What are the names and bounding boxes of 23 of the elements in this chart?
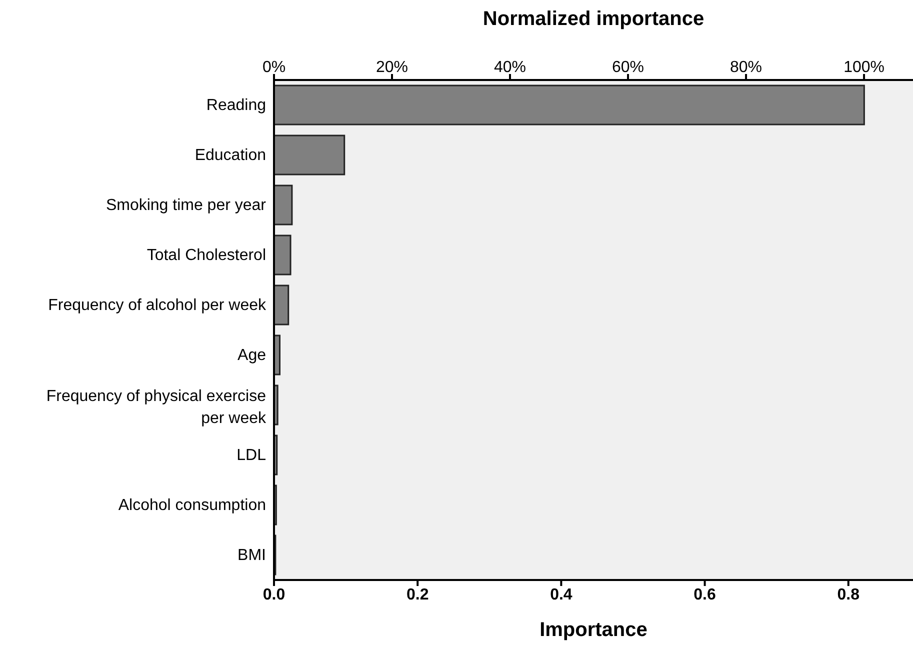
x2-tick-label: 80% bbox=[730, 59, 762, 76]
y-tick-label: Alcohol consumption bbox=[118, 497, 266, 514]
y-tick-label: BMI bbox=[238, 547, 266, 564]
y-tick-label: Frequency of physical exercise per week bbox=[46, 388, 267, 427]
x2-tick-label: 0% bbox=[262, 59, 286, 76]
y-tick-label: Education bbox=[194, 147, 266, 164]
x-tick-label: 0.0 bbox=[262, 586, 286, 604]
y-tick-label: Frequency of alcohol per week bbox=[48, 297, 267, 314]
x2-tick-label: 100% bbox=[844, 59, 884, 76]
x2-tick-label: 40% bbox=[494, 59, 526, 76]
y-tick-label: Smoking time per year bbox=[106, 197, 267, 214]
x-tick-label: 0.6 bbox=[694, 586, 716, 604]
x-tick-label: 0.2 bbox=[406, 586, 429, 604]
y-tick-label: Total Cholesterol bbox=[146, 247, 266, 264]
y-tick-label: Age bbox=[238, 347, 266, 364]
x-tick-label: 0.4 bbox=[550, 586, 572, 604]
x-axis-title: Importance bbox=[540, 619, 648, 641]
y-tick-label: Reading bbox=[206, 97, 266, 114]
y-tick-label: LDL bbox=[236, 447, 266, 464]
x2-tick-label: 20% bbox=[376, 59, 408, 76]
x2-axis-title: Normalized importance bbox=[482, 8, 706, 31]
x2-tick-label: 60% bbox=[612, 59, 644, 76]
x-tick-label: 0.8 bbox=[837, 586, 860, 604]
